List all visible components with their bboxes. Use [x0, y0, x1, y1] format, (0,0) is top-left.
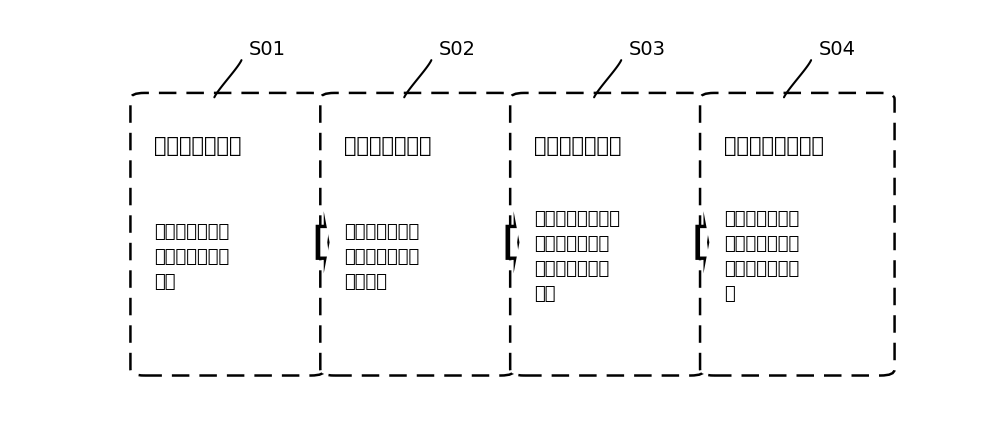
Polygon shape	[506, 212, 519, 274]
FancyBboxPatch shape	[130, 94, 325, 376]
Text: 在全波长范围内，
拟合光谱曲线和
目标光谱曲线相
一致: 在全波长范围内， 拟合光谱曲线和 目标光谱曲线相 一致	[534, 210, 620, 303]
Text: 双参数计算模型: 双参数计算模型	[344, 136, 432, 155]
Text: S01: S01	[249, 40, 286, 59]
FancyBboxPatch shape	[510, 94, 705, 376]
Text: 基础颜料数据库: 基础颜料数据库	[154, 136, 242, 155]
FancyBboxPatch shape	[700, 94, 895, 376]
Text: S02: S02	[439, 40, 476, 59]
Text: 对偶单纯行法求解: 对偶单纯行法求解	[724, 136, 824, 155]
Polygon shape	[510, 216, 521, 269]
Text: S03: S03	[629, 40, 666, 59]
Polygon shape	[695, 212, 709, 274]
Polygon shape	[316, 212, 330, 274]
Text: S04: S04	[819, 40, 856, 59]
Polygon shape	[700, 216, 710, 269]
Text: 全光谱配色模型: 全光谱配色模型	[534, 136, 622, 155]
Polygon shape	[320, 216, 331, 269]
FancyBboxPatch shape	[320, 94, 515, 376]
Text: 采用对偶单纯行
法拟合最优光谱
曲线及其颜料比
例: 采用对偶单纯行 法拟合最优光谱 曲线及其颜料比 例	[724, 210, 799, 303]
Text: 建立基于吸收系
数和散射系数的
光学模型: 建立基于吸收系 数和散射系数的 光学模型	[344, 223, 420, 290]
Text: 建立多种颜料不
同浓度时的光谱
数据: 建立多种颜料不 同浓度时的光谱 数据	[154, 223, 230, 290]
